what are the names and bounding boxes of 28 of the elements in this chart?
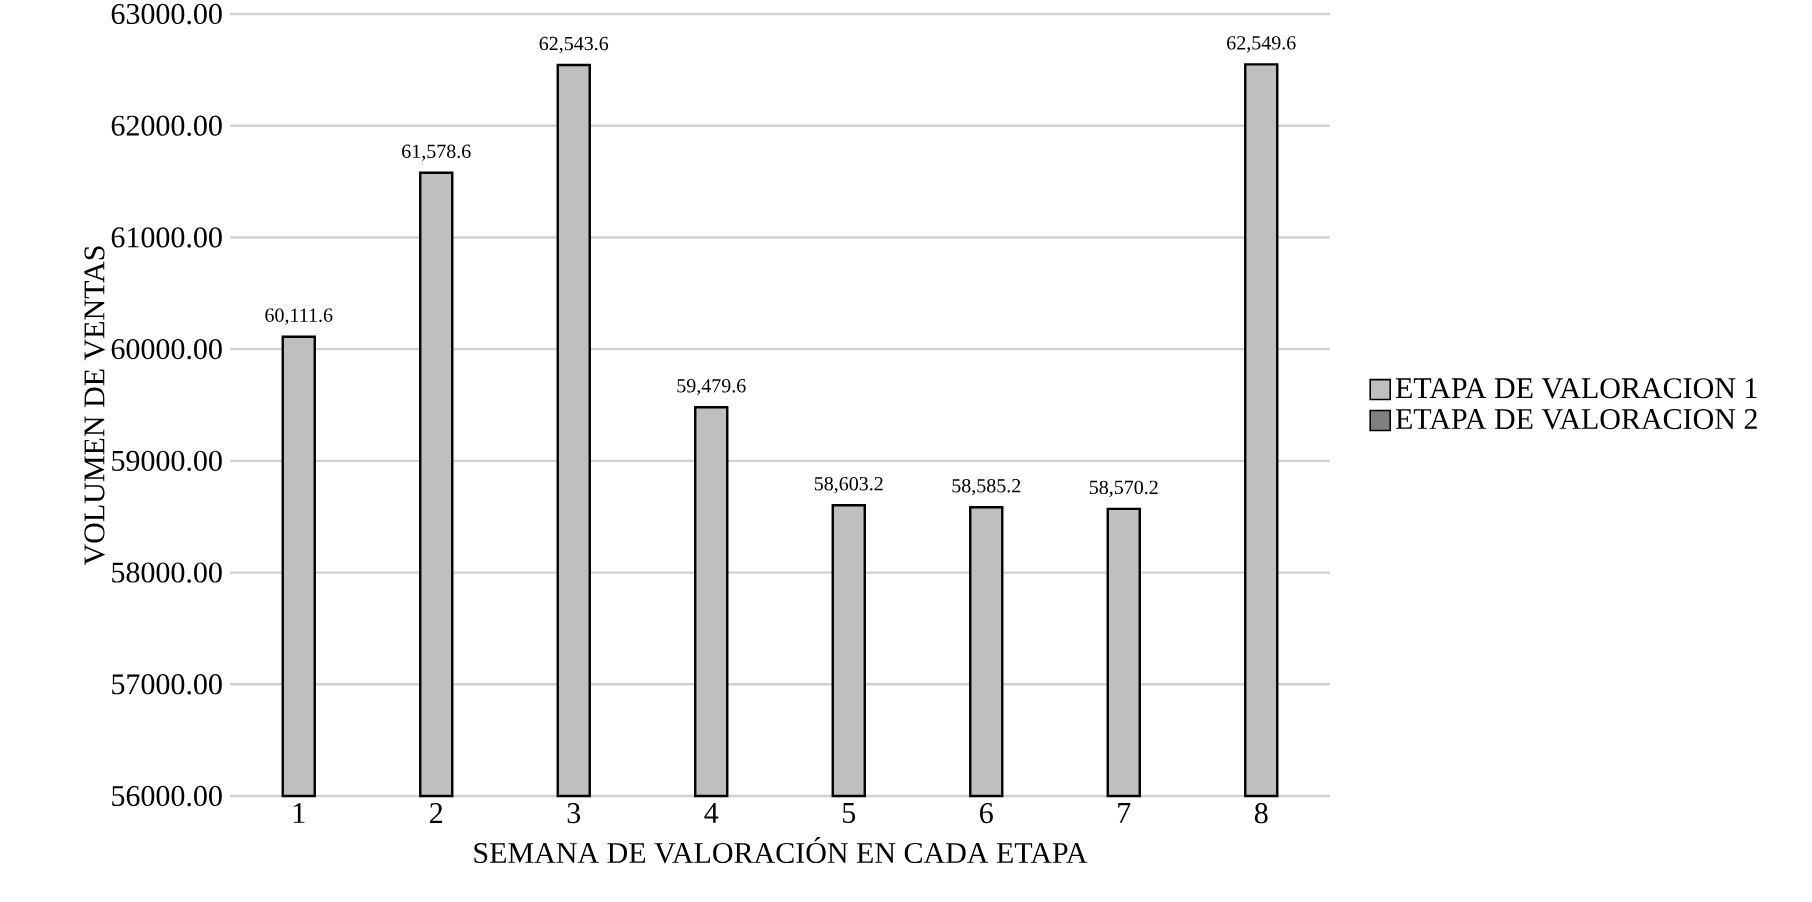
x-tick-label: 1 — [293, 803, 305, 823]
legend-label: ETAPA DE VALORACION 1 — [1395, 378, 1757, 399]
data-label: 62,543.6 — [539, 36, 609, 54]
y-tick-label: 60000.00 — [111, 338, 222, 360]
y-axis-title: VOLUMEN DE VENTAS — [84, 246, 105, 566]
legend-label: ETAPA DE VALORACION 2 — [1395, 409, 1757, 430]
x-tick-label: 7 — [1118, 803, 1131, 823]
y-tick-label: 62000.00 — [111, 115, 222, 136]
y-tick-label: 63000.00 — [111, 3, 222, 25]
x-tick-label: 5 — [843, 803, 856, 823]
data-label: 58,585.2 — [952, 478, 1021, 496]
y-tick-label: 56000.00 — [112, 785, 222, 807]
x-axis-title: SEMANA DE VALORACIÓN EN CADA ETAPA — [474, 837, 1088, 864]
x-tick-label: 6 — [980, 803, 993, 824]
data-label: 58,570.2 — [1089, 480, 1158, 498]
y-tick-label: 61000.00 — [111, 227, 222, 248]
data-label: 60,111.6 — [265, 308, 333, 325]
y-tick-label: 59000.00 — [112, 450, 222, 472]
x-tick-label: 4 — [704, 803, 719, 823]
data-label: 58,603.2 — [814, 476, 883, 494]
x-tick-label: 3 — [567, 803, 581, 824]
x-tick-label: 8 — [1254, 803, 1268, 824]
data-label: 59,479.6 — [677, 379, 746, 396]
y-tick-label: 58000.00 — [112, 562, 222, 583]
y-tick-label: 57000.00 — [112, 674, 222, 695]
data-label: 62,549.6 — [1227, 36, 1296, 53]
data-label: 61,578.6 — [402, 144, 471, 161]
x-tick-label: 2 — [430, 803, 443, 823]
